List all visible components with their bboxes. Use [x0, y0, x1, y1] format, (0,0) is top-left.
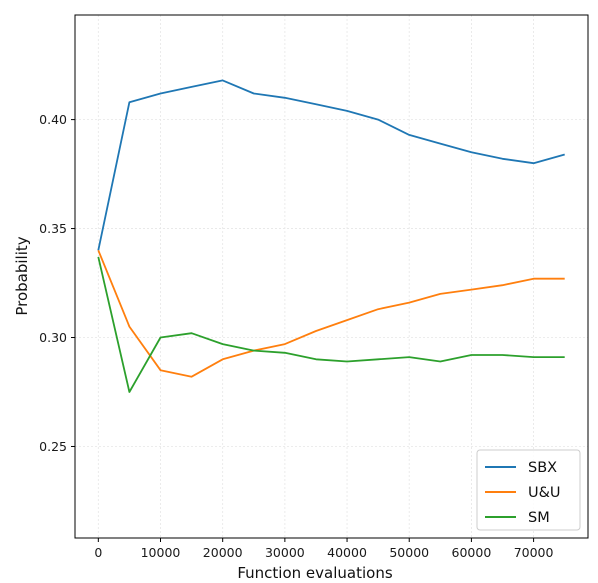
- legend-box: [476, 449, 581, 531]
- y-tick-label: 0.30: [39, 330, 67, 345]
- y-tick-label: 0.35: [39, 221, 67, 236]
- legend: SBX U&U SM: [476, 449, 581, 531]
- x-tick-label: 70000: [514, 545, 554, 560]
- x-tick-label: 10000: [141, 545, 181, 560]
- y-tick-label: 0.25: [39, 439, 67, 454]
- x-tick-label: 0: [94, 545, 102, 560]
- legend-label: SBX: [528, 460, 557, 476]
- x-axis-title: Function evaluations: [237, 564, 392, 582]
- series-lines: [97, 79, 565, 393]
- series-line-2: [97, 256, 565, 393]
- plot-frame: [74, 14, 589, 539]
- y-axis-title: Probability: [13, 236, 31, 315]
- x-tick-label: 20000: [203, 545, 243, 560]
- x-tick-label: 60000: [452, 545, 492, 560]
- y-axis-ticks: 0.25 0.30 0.35 0.40: [39, 112, 75, 454]
- series-line-0: [97, 79, 565, 251]
- legend-label: SM: [528, 510, 550, 526]
- x-tick-label: 40000: [327, 545, 367, 560]
- x-axis-ticks: 0 10000 20000 30000 40000 50000 60000 70000: [94, 538, 554, 560]
- legend-label: U&U: [528, 485, 561, 501]
- x-tick-label: 50000: [389, 545, 429, 560]
- y-tick-label: 0.40: [39, 112, 67, 127]
- series-line-1: [97, 249, 565, 378]
- x-tick-label: 30000: [265, 545, 305, 560]
